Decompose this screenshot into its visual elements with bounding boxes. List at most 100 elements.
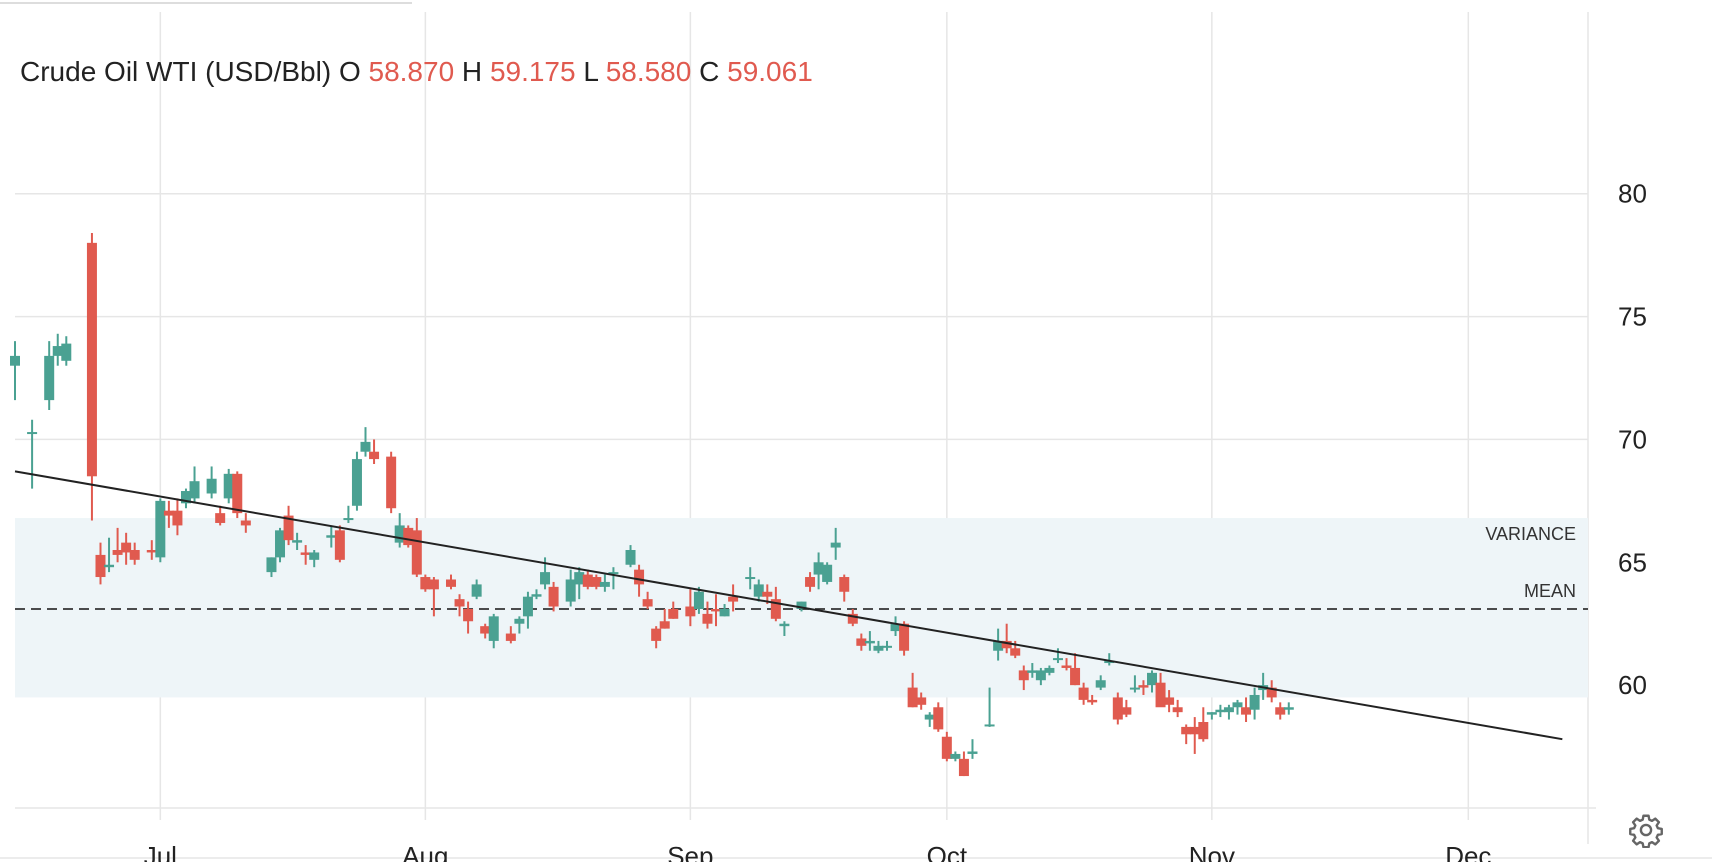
candle-body <box>856 638 867 646</box>
candle <box>386 451 397 514</box>
candle-body <box>702 613 713 624</box>
candle-body <box>753 584 764 597</box>
mean-label: MEAN <box>1524 581 1576 601</box>
candle <box>1249 687 1260 720</box>
candle-body <box>890 623 901 632</box>
candle-body <box>582 574 593 587</box>
candle <box>1052 648 1063 664</box>
candle-body <box>642 599 653 607</box>
candle <box>343 505 354 523</box>
candle-body <box>1232 702 1243 708</box>
candle-body <box>180 491 191 504</box>
candle-body <box>428 579 439 590</box>
candle <box>941 731 952 762</box>
candle <box>292 532 303 550</box>
open-label: O <box>338 56 361 87</box>
candle <box>753 579 764 602</box>
candle <box>1078 682 1089 705</box>
candle-body <box>1138 685 1149 688</box>
candle-body <box>796 601 807 609</box>
x-tick-label: Aug <box>402 841 448 862</box>
candle-body <box>104 564 115 568</box>
candle-body <box>488 616 499 641</box>
variance-label: VARIANCE <box>1485 524 1576 544</box>
candle-body <box>1121 707 1132 715</box>
candle <box>420 574 431 592</box>
candle <box>881 640 892 651</box>
candle <box>1266 680 1277 703</box>
candle-body <box>1044 667 1055 673</box>
candle-body <box>505 633 516 641</box>
candle <box>1206 712 1217 720</box>
candle <box>702 601 713 629</box>
candle-body <box>950 753 961 759</box>
candle-body <box>386 456 397 509</box>
candle-body <box>941 736 952 759</box>
candle <box>1215 704 1226 718</box>
open-value: 58.870 <box>368 56 455 87</box>
candle <box>830 527 841 560</box>
candle-body <box>916 697 927 705</box>
candle-body <box>1155 682 1166 708</box>
candles <box>10 233 1294 777</box>
candle <box>582 569 593 590</box>
candle-body <box>599 581 610 587</box>
candle <box>822 562 833 585</box>
candle-body <box>86 242 97 477</box>
candle <box>514 616 525 634</box>
candle <box>847 608 858 627</box>
candle <box>864 631 875 651</box>
candle-body <box>146 550 157 553</box>
candle <box>779 621 790 636</box>
candle <box>403 525 414 548</box>
candle-body <box>369 451 380 460</box>
candle <box>685 589 696 627</box>
candle <box>334 525 345 563</box>
candle-body <box>1164 697 1175 705</box>
candle <box>309 550 320 568</box>
candle <box>1232 699 1243 715</box>
candle <box>634 564 645 597</box>
candle <box>52 333 63 366</box>
candle <box>745 567 756 590</box>
candle <box>958 751 969 777</box>
gear-icon[interactable] <box>1628 812 1664 849</box>
candle-body <box>693 591 704 609</box>
candle-body <box>1147 672 1158 686</box>
candle-body <box>189 481 200 499</box>
trend-line <box>14 470 1563 741</box>
candle <box>463 601 474 634</box>
candle <box>146 540 157 560</box>
candle-body <box>1198 722 1209 740</box>
candle <box>574 567 585 600</box>
x-axis: Jul Aug Sep Oct Nov Dec <box>144 841 1492 862</box>
candle <box>10 341 20 401</box>
x-tick-label: Oct <box>927 841 968 862</box>
candle <box>206 466 217 499</box>
candle-body <box>121 542 132 553</box>
candle-body <box>1249 694 1260 710</box>
candle-body <box>1001 640 1012 649</box>
candle <box>805 572 816 592</box>
candle <box>1283 702 1294 715</box>
candle <box>240 513 251 533</box>
candle <box>266 557 277 578</box>
candle-body <box>1027 670 1038 673</box>
candle-body <box>993 640 1004 651</box>
candle <box>1027 663 1038 678</box>
candle <box>1275 702 1286 720</box>
candle-body <box>10 355 20 366</box>
x-tick-label: Jul <box>144 841 177 862</box>
candle <box>1189 717 1200 754</box>
y-tick-label: 75 <box>1618 302 1647 332</box>
x-tick-label: Nov <box>1189 841 1235 862</box>
x-tick-label: Sep <box>667 841 713 862</box>
candle <box>488 613 499 649</box>
candle-body <box>1010 648 1021 656</box>
candle <box>1035 667 1046 686</box>
candle-body <box>839 577 850 592</box>
candle-body <box>924 714 935 720</box>
close-value: 59.061 <box>727 56 813 87</box>
candle-body <box>275 530 286 558</box>
